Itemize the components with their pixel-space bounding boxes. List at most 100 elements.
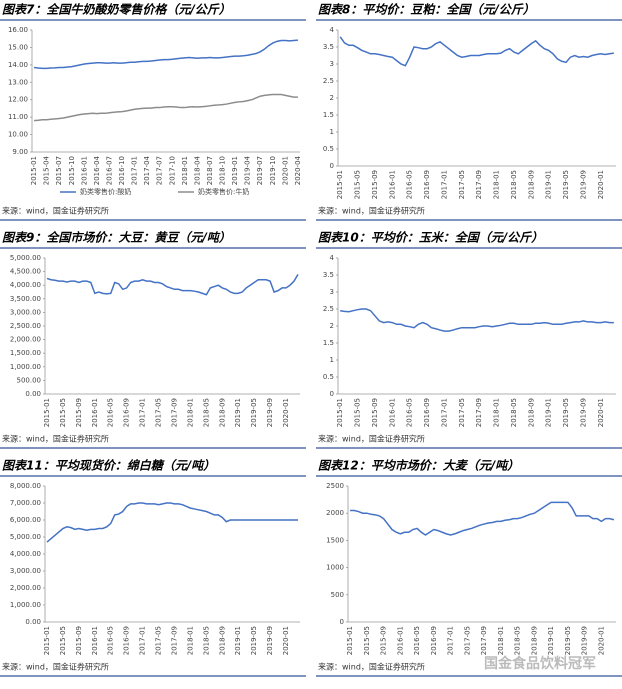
y-tick-label: 15.00: [8, 43, 28, 51]
x-tick-label: 2015-09: [75, 398, 83, 427]
y-tick-label: 0.00: [25, 390, 41, 398]
y-tick-label: 3.5: [323, 43, 334, 51]
x-tick-label: 2019-05: [564, 626, 572, 655]
y-tick-label: 3: [330, 288, 334, 296]
x-tick-label: 2018-09: [527, 398, 535, 427]
x-tick-label: 2016-04: [93, 155, 101, 185]
x-tick-label: 2019-09: [266, 398, 274, 427]
y-tick-label: 7,000.00: [10, 499, 41, 507]
source: 来源：wind，国金证券研究所: [2, 662, 109, 672]
x-tick-label: 2017-09: [170, 626, 178, 655]
x-tick-label: 2016-05: [406, 170, 414, 199]
chart-title: 图表11：平均现货价：绵白糖（元/吨）: [2, 459, 215, 473]
y-tick-label: 0.00: [25, 618, 41, 626]
data-line: [350, 501, 615, 536]
x-tick-label: 2016-01: [91, 626, 99, 655]
x-tick-label: 2018-01: [186, 626, 194, 655]
data-line: [46, 273, 299, 296]
x-tick-label: 2015-05: [363, 626, 371, 655]
x-tick-label: 2019-04: [244, 155, 252, 185]
y-tick-label: 11.00: [8, 113, 28, 121]
x-tick-label: 2017-05: [458, 398, 466, 427]
x-tick-label: 2020-01: [281, 156, 289, 185]
y-tick-label: 1000: [326, 564, 344, 572]
y-tick-label: 0: [330, 162, 334, 170]
x-tick-label: 2017-01: [139, 626, 147, 655]
x-tick-label: 2016-05: [107, 398, 115, 427]
x-tick-label: 2017-01: [440, 170, 448, 199]
data-line: [340, 308, 614, 332]
x-tick-label: 2020-01: [597, 626, 605, 655]
data-line: [46, 502, 299, 543]
x-tick-label: 2015-09: [371, 398, 379, 427]
y-tick-label: 8,000.00: [10, 482, 41, 490]
x-tick-label: 2018-04: [193, 155, 201, 185]
x-tick-label: 2015-01: [43, 626, 51, 655]
x-tick-label: 2016-09: [430, 626, 438, 655]
y-tick-label: 3,500.00: [10, 295, 41, 303]
x-tick-label: 2019-01: [234, 626, 242, 655]
x-tick-label: 2018-05: [514, 626, 522, 655]
x-tick-label: 2018-05: [202, 626, 210, 655]
x-tick-label: 2015-09: [75, 626, 83, 655]
y-tick-label: 4,000.00: [10, 550, 41, 558]
y-tick-label: 1.5: [323, 339, 334, 347]
x-tick-label: 2017-01: [139, 398, 147, 427]
y-tick-label: 1,500.00: [10, 349, 41, 357]
x-tick-label: 2015-05: [59, 398, 67, 427]
x-tick-label: 2018-01: [497, 626, 505, 655]
x-tick-label: 2015-05: [354, 398, 362, 427]
x-tick-label: 2015-05: [354, 170, 362, 199]
x-tick-label: 2019-05: [562, 170, 570, 199]
x-tick-label: 2018-05: [510, 170, 518, 199]
x-tick-label: 2018-09: [218, 626, 226, 655]
x-tick-label: 2019-09: [579, 170, 587, 199]
x-tick-label: 2019-09: [579, 398, 587, 427]
y-tick-label: 3,000.00: [10, 567, 41, 575]
x-tick-label: 2015-01: [30, 156, 38, 185]
x-tick-label: 2017-10: [168, 156, 176, 185]
x-tick-label: 2017-04: [143, 155, 151, 185]
x-tick-label: 2016-10: [118, 156, 126, 185]
legend-label: 奶类零售价:牛奶: [198, 187, 249, 196]
x-tick-label: 2015-10: [68, 156, 76, 185]
x-tick-label: 2017-01: [131, 156, 139, 185]
source: 来源：wind，国金证券研究所: [318, 662, 425, 672]
x-tick-label: 2017-01: [447, 626, 455, 655]
y-tick-label: 2,000.00: [10, 584, 41, 592]
x-tick-label: 2019-01: [231, 156, 239, 185]
x-tick-label: 2018-01: [186, 398, 194, 427]
x-tick-label: 2015-01: [336, 398, 344, 427]
x-tick-label: 2016-01: [91, 398, 99, 427]
y-tick-label: 10.00: [8, 131, 28, 139]
x-tick-label: 2020-01: [282, 398, 290, 427]
x-tick-label: 2017-09: [480, 626, 488, 655]
y-tick-label: 1: [330, 128, 334, 136]
chart-title: 图表7：全国牛奶酸奶零售价格（元/公斤）: [2, 3, 231, 17]
x-tick-label: 2016-09: [123, 626, 131, 655]
x-tick-label: 2015-01: [346, 626, 354, 655]
y-tick-label: 1,000.00: [10, 363, 41, 371]
y-tick-label: 12.00: [8, 96, 28, 104]
y-tick-label: 2500: [326, 482, 344, 490]
x-tick-label: 2017-05: [458, 170, 466, 199]
y-tick-label: 4,500.00: [10, 268, 41, 276]
y-tick-label: 0: [330, 390, 334, 398]
x-tick-label: 2019-01: [545, 398, 553, 427]
y-tick-label: 4: [330, 26, 335, 34]
x-tick-label: 2016-09: [123, 398, 131, 427]
watermark: 国金食品饮料冠军: [484, 655, 596, 672]
x-tick-label: 2019-01: [547, 626, 555, 655]
x-tick-label: 2018-01: [493, 170, 501, 199]
x-tick-label: 2016-09: [423, 170, 431, 199]
y-tick-label: 500: [331, 591, 344, 599]
x-tick-label: 2019-01: [234, 398, 242, 427]
x-tick-label: 2017-09: [170, 398, 178, 427]
x-tick-label: 2019-09: [266, 626, 274, 655]
y-tick-label: 1500: [326, 536, 344, 544]
x-tick-label: 2018-05: [510, 398, 518, 427]
y-tick-label: 0: [340, 618, 344, 626]
x-tick-label: 2016-07: [105, 156, 113, 185]
x-tick-label: 2016-01: [80, 156, 88, 185]
